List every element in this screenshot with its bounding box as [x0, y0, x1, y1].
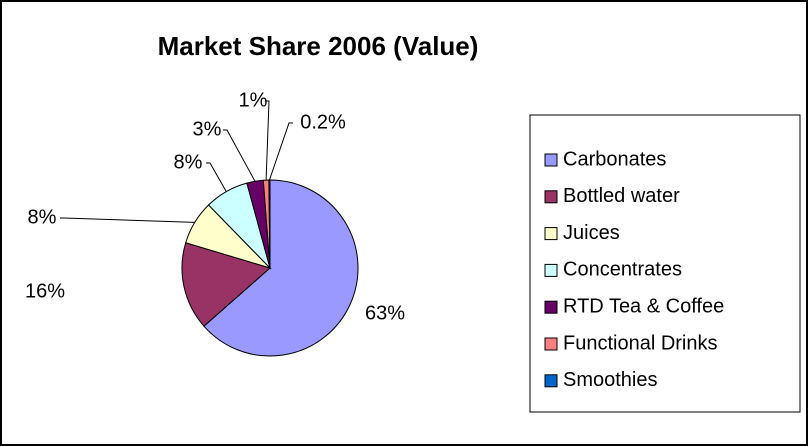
legend-label: Functional Drinks	[563, 332, 718, 354]
legend-swatch	[544, 190, 558, 204]
data-label: 0.2%	[300, 111, 346, 133]
legend-label: RTD Tea & Coffee	[563, 295, 724, 317]
leader-line	[268, 122, 293, 181]
legend-swatch	[544, 227, 558, 241]
legend-label: Juices	[563, 222, 620, 244]
data-label: 3%	[193, 118, 222, 140]
legend-swatch	[544, 263, 558, 277]
data-label: 8%	[174, 151, 203, 173]
leader-line	[206, 162, 227, 192]
pie-slice	[203, 179, 359, 357]
legend-label: Carbonates	[563, 148, 666, 170]
pie-slice	[181, 242, 272, 327]
data-label: 16%	[25, 280, 65, 302]
legend-swatch	[544, 153, 558, 167]
legend-label: Concentrates	[563, 259, 682, 281]
legend-swatch	[544, 300, 558, 314]
legend-label: Smoothies	[563, 369, 658, 391]
legend-swatch	[544, 337, 558, 351]
legend-label: Bottled water	[563, 185, 680, 207]
legend-box	[529, 114, 801, 413]
chart-title: Market Share 2006 (Value)	[158, 31, 479, 61]
legend-swatch	[544, 374, 558, 388]
pie-slice	[268, 179, 271, 269]
data-label: 63%	[365, 302, 405, 324]
data-label: 8%	[28, 206, 57, 228]
leader-line	[265, 100, 270, 181]
leader-line	[223, 129, 256, 182]
leader-line	[60, 217, 195, 223]
data-label: 1%	[239, 89, 268, 111]
